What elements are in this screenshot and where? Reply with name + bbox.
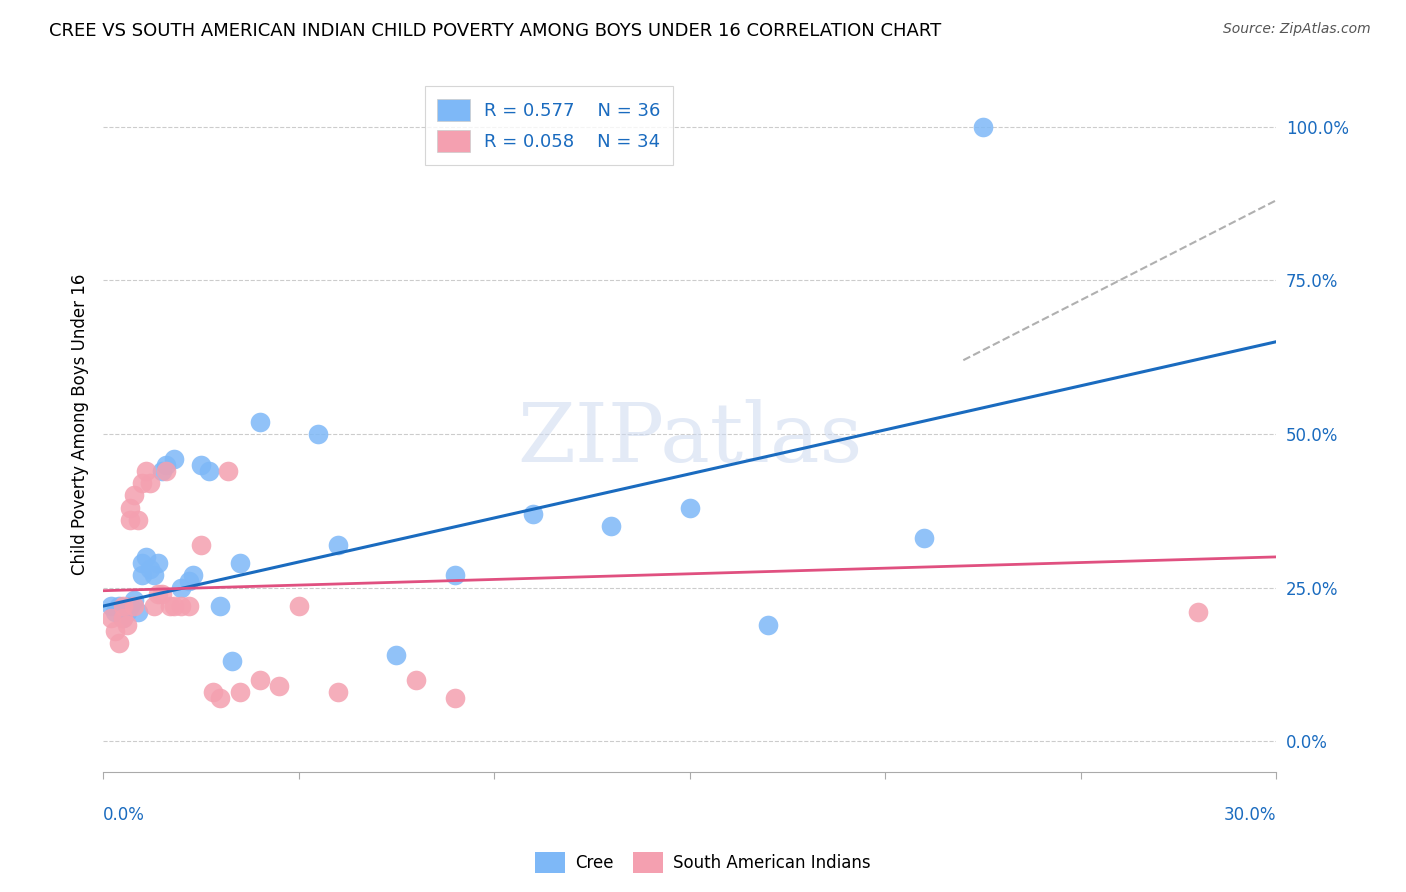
Point bbox=[217, 464, 239, 478]
Point bbox=[972, 120, 994, 134]
Point bbox=[115, 605, 138, 619]
Point bbox=[267, 679, 290, 693]
Point bbox=[159, 599, 181, 613]
Text: 0.0%: 0.0% bbox=[103, 805, 145, 824]
Point bbox=[111, 611, 134, 625]
Text: ZIPatlas: ZIPatlas bbox=[517, 399, 862, 479]
Point bbox=[127, 513, 149, 527]
Point bbox=[170, 581, 193, 595]
Point bbox=[124, 599, 146, 613]
Point bbox=[120, 513, 142, 527]
Y-axis label: Child Poverty Among Boys Under 16: Child Poverty Among Boys Under 16 bbox=[72, 274, 89, 575]
Point bbox=[150, 587, 173, 601]
Point bbox=[120, 599, 142, 613]
Point bbox=[678, 500, 700, 515]
Legend: R = 0.577    N = 36, R = 0.058    N = 34: R = 0.577 N = 36, R = 0.058 N = 34 bbox=[425, 87, 673, 165]
Point bbox=[111, 611, 134, 625]
Point bbox=[179, 574, 201, 589]
Point bbox=[135, 464, 157, 478]
Point bbox=[104, 624, 127, 638]
Point bbox=[155, 464, 177, 478]
Point bbox=[249, 673, 271, 687]
Point bbox=[111, 599, 134, 613]
Point bbox=[444, 691, 467, 706]
Point bbox=[115, 617, 138, 632]
Point bbox=[209, 691, 232, 706]
Point bbox=[120, 500, 142, 515]
Point bbox=[107, 599, 129, 613]
Point bbox=[139, 476, 162, 491]
Point bbox=[100, 599, 122, 613]
Text: 30.0%: 30.0% bbox=[1223, 805, 1277, 824]
Point bbox=[385, 648, 408, 663]
Point bbox=[146, 556, 169, 570]
Point bbox=[124, 593, 146, 607]
Point bbox=[326, 538, 349, 552]
Point bbox=[444, 568, 467, 582]
Point bbox=[287, 599, 309, 613]
Point bbox=[170, 599, 193, 613]
Point bbox=[131, 556, 153, 570]
Point bbox=[179, 599, 201, 613]
Text: Source: ZipAtlas.com: Source: ZipAtlas.com bbox=[1223, 22, 1371, 37]
Point bbox=[155, 458, 177, 472]
Point bbox=[190, 458, 212, 472]
Point bbox=[209, 599, 232, 613]
Point bbox=[405, 673, 427, 687]
Point bbox=[326, 685, 349, 699]
Text: CREE VS SOUTH AMERICAN INDIAN CHILD POVERTY AMONG BOYS UNDER 16 CORRELATION CHAR: CREE VS SOUTH AMERICAN INDIAN CHILD POVE… bbox=[49, 22, 942, 40]
Point bbox=[143, 568, 166, 582]
Point bbox=[100, 611, 122, 625]
Point bbox=[135, 549, 157, 564]
Point bbox=[600, 519, 623, 533]
Point bbox=[162, 451, 184, 466]
Point bbox=[249, 415, 271, 429]
Point bbox=[201, 685, 224, 699]
Point bbox=[146, 587, 169, 601]
Point bbox=[307, 427, 329, 442]
Point bbox=[181, 568, 204, 582]
Point bbox=[229, 556, 252, 570]
Point bbox=[756, 617, 779, 632]
Point bbox=[190, 538, 212, 552]
Point bbox=[912, 532, 935, 546]
Point bbox=[131, 476, 153, 491]
Legend: Cree, South American Indians: Cree, South American Indians bbox=[529, 846, 877, 880]
Point bbox=[162, 599, 184, 613]
Point bbox=[124, 488, 146, 502]
Point bbox=[104, 605, 127, 619]
Point bbox=[131, 568, 153, 582]
Point bbox=[229, 685, 252, 699]
Point bbox=[143, 599, 166, 613]
Point bbox=[1187, 605, 1209, 619]
Point bbox=[197, 464, 219, 478]
Point bbox=[221, 654, 243, 668]
Point bbox=[127, 605, 149, 619]
Point bbox=[139, 562, 162, 576]
Point bbox=[150, 464, 173, 478]
Point bbox=[522, 507, 544, 521]
Point bbox=[107, 636, 129, 650]
